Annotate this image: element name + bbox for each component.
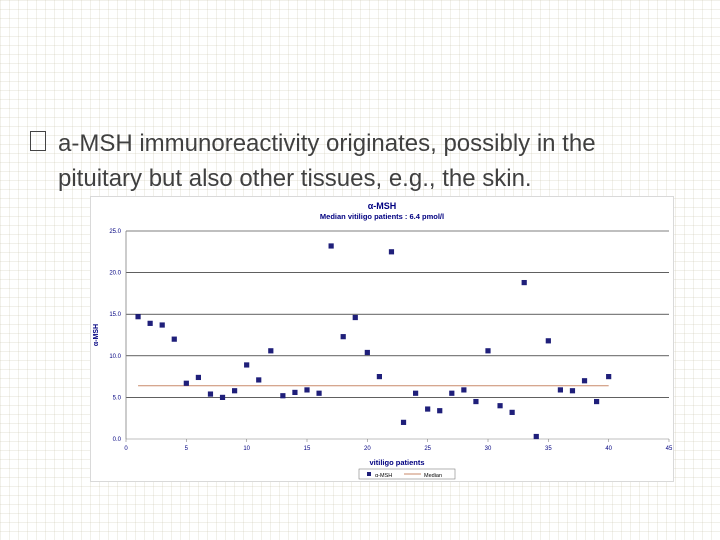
data-point — [195, 374, 201, 381]
data-point — [207, 391, 214, 397]
data-point — [545, 338, 551, 344]
data-point — [413, 390, 419, 396]
data-point — [497, 403, 503, 409]
data-point — [292, 389, 298, 396]
data-point — [364, 349, 370, 356]
y-tick-label: 10.0 — [109, 354, 121, 360]
data-point — [244, 362, 250, 368]
x-tick-label: 15 — [304, 446, 311, 452]
bullet-line-1: a-MSH immunoreactivity originates, possi… — [58, 130, 596, 157]
data-point — [400, 419, 407, 425]
y-tick-label: 20.0 — [109, 271, 121, 277]
points-layer — [135, 243, 612, 440]
data-point — [461, 387, 467, 393]
data-point — [485, 348, 491, 354]
data-point — [606, 374, 612, 380]
data-point — [316, 390, 322, 396]
chart-container: α-MSH Median vitiligo patients : 6.4 pmo… — [90, 196, 674, 482]
data-point — [533, 433, 539, 440]
y-tick-label: 15.0 — [109, 312, 121, 318]
data-point — [581, 378, 588, 384]
axes: 0.0 5.0 10.0 15.0 20.0 25.0 0 5 10 15 20 25 30 35 40 45 — [109, 229, 673, 452]
legend-label-median: Median — [424, 473, 442, 479]
data-point — [569, 388, 576, 394]
x-tick-label: 45 — [666, 446, 673, 452]
data-point — [594, 398, 600, 405]
data-point — [509, 409, 515, 415]
data-point — [352, 314, 358, 321]
data-point — [232, 388, 238, 394]
data-point — [147, 320, 153, 326]
data-point — [256, 377, 262, 383]
x-tick-label: 40 — [605, 446, 612, 452]
y-tick-label: 5.0 — [113, 395, 122, 401]
data-point — [219, 394, 226, 400]
y-tick-label: 0.0 — [113, 437, 122, 443]
data-point — [340, 334, 346, 340]
data-point — [425, 406, 431, 412]
data-point — [159, 322, 165, 328]
y-tick-label: 25.0 — [109, 229, 121, 235]
data-point — [437, 408, 443, 414]
bullet-line-2: pituitary but also other tissues, e.g., … — [58, 165, 532, 192]
x-axis-label: vitiligo patients — [369, 458, 424, 467]
gridlines — [126, 230, 669, 440]
data-point — [268, 348, 274, 354]
legend-point-marker — [367, 472, 371, 476]
x-tick-label: 30 — [485, 446, 492, 452]
x-tick-label: 0 — [124, 446, 128, 452]
y-axis-label: α-MSH — [93, 324, 100, 346]
data-point — [376, 374, 382, 380]
data-point — [328, 243, 334, 249]
legend-label-series: α-MSH — [375, 473, 392, 479]
x-tick-label: 5 — [185, 446, 189, 452]
data-point — [183, 380, 189, 386]
bullet-box-icon — [30, 131, 46, 151]
data-point — [304, 387, 310, 393]
data-point — [388, 249, 395, 255]
x-tick-label: 25 — [424, 446, 431, 452]
data-point — [135, 314, 141, 320]
chart-subtitle: Median vitiligo patients : 6.4 pmol/l — [320, 212, 444, 221]
data-point — [449, 390, 455, 396]
data-point — [557, 387, 563, 393]
x-tick-label: 35 — [545, 446, 552, 452]
x-tick-label: 10 — [243, 446, 250, 452]
data-point — [473, 398, 479, 405]
data-point — [521, 279, 527, 286]
chart-title: α-MSH — [368, 201, 397, 211]
data-point — [171, 336, 177, 342]
x-tick-label: 20 — [364, 446, 371, 452]
data-point — [280, 393, 286, 399]
chart-legend: α-MSH Median — [358, 468, 456, 480]
scatter-chart: α-MSH Median vitiligo patients : 6.4 pmo… — [93, 201, 673, 480]
